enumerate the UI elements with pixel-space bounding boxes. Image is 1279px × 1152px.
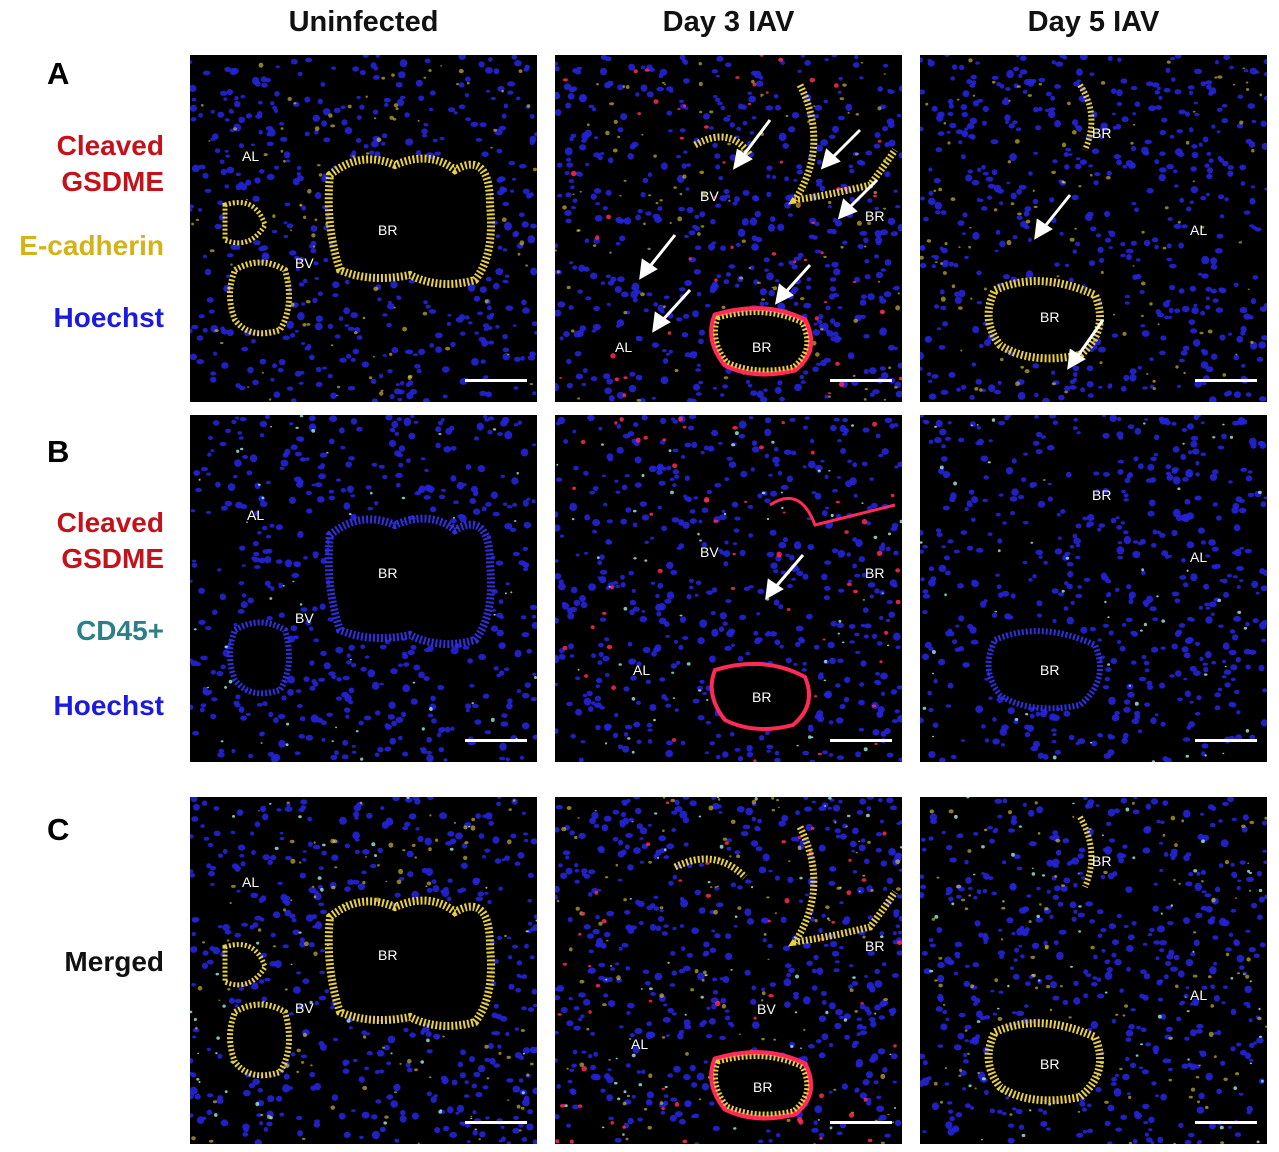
micrograph-b-day3: BR BR BV AL <box>555 415 902 762</box>
scale-bar <box>830 379 892 382</box>
label-bv: BV <box>295 610 314 626</box>
micrograph-a-day5: BR BR AL <box>920 55 1267 402</box>
scale-bar <box>830 739 892 742</box>
label-br-2: BR <box>865 565 884 581</box>
stain-label-cleaved-a: Cleaved <box>56 130 164 161</box>
micrograph-a-day5-svg: BR BR AL <box>920 55 1267 402</box>
panel-letter-b: B <box>47 434 70 469</box>
micrograph-b-day5: BR BR AL <box>920 415 1267 762</box>
stain-label-hoechst-b: Hoechst <box>53 690 164 721</box>
panel-letter-a: A <box>47 56 70 91</box>
micrograph-b-day3-svg: BR BR BV AL <box>555 415 902 762</box>
label-al: AL <box>631 1036 648 1052</box>
label-bv: BV <box>757 1001 776 1017</box>
label-bv: BV <box>295 255 314 271</box>
micrograph-c-day5: BR BR AL <box>920 797 1267 1144</box>
micrograph-c-uninfected: BR BV AL <box>190 797 537 1144</box>
stain-label-gsdme-b: GSDME <box>61 543 164 574</box>
micrograph-b-uninfected: BR BV AL <box>190 415 537 762</box>
label-br: BR <box>378 222 397 238</box>
label-al: AL <box>1190 549 1207 565</box>
label-al: AL <box>633 662 650 678</box>
label-br-2: BR <box>1040 1056 1059 1072</box>
scale-bar <box>1195 379 1257 382</box>
label-br-2: BR <box>1040 309 1059 325</box>
label-br-2: BR <box>865 938 884 954</box>
label-al: AL <box>242 148 259 164</box>
panel-letter-c: C <box>47 812 70 847</box>
label-bv: BV <box>295 1000 314 1016</box>
scale-bar <box>1195 1121 1257 1124</box>
stain-label-ecadherin: E-cadherin <box>19 230 164 261</box>
label-al: AL <box>247 507 264 523</box>
micrograph-c-day3: BR BR BV AL <box>555 797 902 1144</box>
stain-label-merged: Merged <box>64 946 164 977</box>
scale-bar <box>465 1121 527 1124</box>
label-br: BR <box>1040 662 1059 678</box>
arrow-icons <box>765 554 805 600</box>
label-al: AL <box>1190 987 1207 1003</box>
micrograph-c-day5-svg: BR BR AL <box>920 797 1267 1144</box>
label-br: BR <box>752 339 771 355</box>
column-header-uninfected: Uninfected <box>288 6 439 38</box>
micrograph-b-day5-svg: BR BR AL <box>920 415 1267 762</box>
label-al: AL <box>1190 222 1207 238</box>
stain-label-gsdme-a: GSDME <box>61 166 164 197</box>
micrograph-a-uninfected-svg: BR BV AL <box>190 55 537 402</box>
label-br-2: BR <box>1092 487 1111 503</box>
column-header-day5: Day 5 IAV <box>1027 6 1160 38</box>
label-br: BR <box>378 565 397 581</box>
label-br-2: BR <box>865 208 884 224</box>
label-br: BR <box>753 1079 772 1095</box>
micrograph-c-uninfected-svg: BR BV AL <box>190 797 537 1144</box>
arrow-icons <box>639 119 879 333</box>
stain-label-hoechst-a: Hoechst <box>53 302 164 333</box>
stain-label-cd45: CD45+ <box>76 615 164 646</box>
micrograph-a-uninfected: BR BV AL <box>190 55 537 402</box>
micrograph-a-day3: BR BR BV AL <box>555 55 902 402</box>
scale-bar <box>1195 739 1257 742</box>
label-br: BR <box>1092 125 1111 141</box>
label-br: BR <box>1092 853 1111 869</box>
column-header-day3: Day 3 IAV <box>662 6 795 38</box>
label-bv: BV <box>700 188 719 204</box>
label-bv: BV <box>700 544 719 560</box>
scale-bar <box>465 379 527 382</box>
label-br: BR <box>378 947 397 963</box>
micrograph-b-uninfected-svg: BR BV AL <box>190 415 537 762</box>
micrograph-a-day3-svg: BR BR BV AL <box>555 55 902 402</box>
micrograph-c-day3-svg: BR BR BV AL <box>555 797 902 1144</box>
label-br: BR <box>752 689 771 705</box>
label-al: AL <box>615 339 632 355</box>
stain-label-cleaved-b: Cleaved <box>56 507 164 538</box>
scale-bar <box>830 1121 892 1124</box>
arrow-icons <box>1034 194 1105 370</box>
label-al: AL <box>242 874 259 890</box>
scale-bar <box>465 739 527 742</box>
